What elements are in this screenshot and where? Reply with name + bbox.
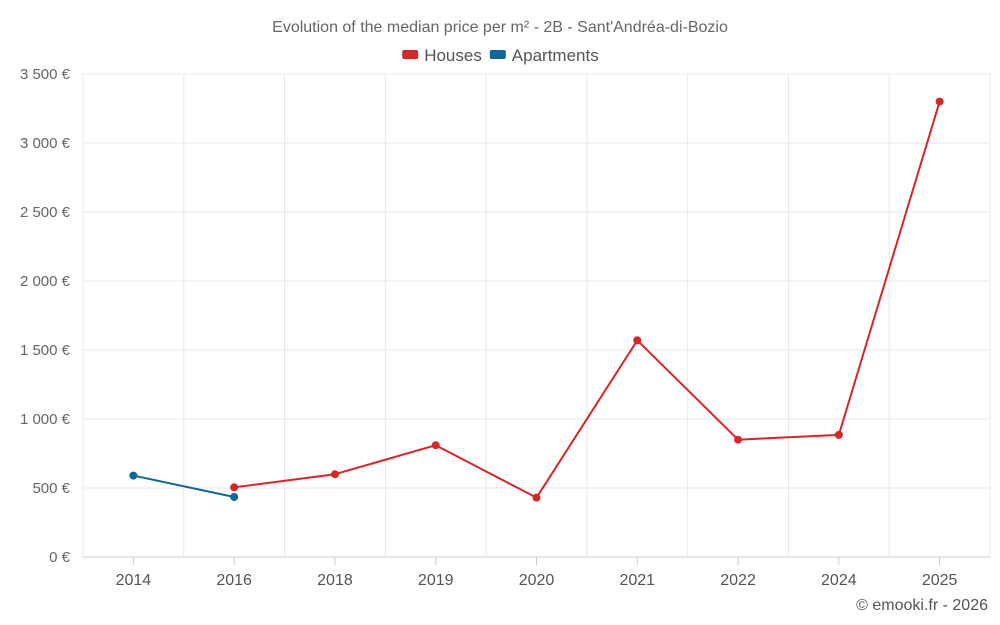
series-line-apartments (133, 474, 235, 498)
x-tick-label: 2024 (821, 572, 857, 589)
x-axis: 2014 2016 2018 2019 2020 2021 2022 2024 2025 (116, 557, 958, 589)
data-point-houses[interactable] (230, 483, 239, 492)
legend-item-houses[interactable]: Houses (402, 46, 482, 65)
legend-swatch (402, 50, 419, 59)
legend-label: Houses (424, 46, 482, 65)
legend-item-apartments[interactable]: Apartments (489, 46, 599, 65)
data-point-houses[interactable] (633, 336, 642, 345)
data-point-houses[interactable] (935, 97, 944, 106)
y-axis: 0 € 500 € 1 000 € 1 500 € 2 000 € 2 500 € 3 00… (20, 66, 71, 566)
y-tick-label: 3 500 € (20, 66, 71, 83)
data-point-houses[interactable] (834, 430, 843, 439)
x-tick-label: 2016 (216, 572, 252, 589)
y-tick-label: 2 500 € (20, 204, 71, 221)
y-tick-label: 1 000 € (20, 411, 71, 428)
x-tick-label: 2021 (619, 572, 655, 589)
series (129, 97, 944, 502)
series-apartments (129, 471, 239, 501)
x-tick-label: 2020 (519, 572, 555, 589)
y-tick-label: 2 000 € (20, 273, 71, 290)
data-point-apartments[interactable] (129, 471, 138, 480)
y-tick-label: 1 500 € (20, 342, 71, 359)
data-point-houses[interactable] (532, 493, 541, 502)
grid (82, 73, 991, 558)
data-point-apartments[interactable] (230, 492, 239, 501)
data-point-houses[interactable] (330, 470, 339, 479)
x-tick-label: 2014 (116, 572, 152, 589)
y-tick-label: 500 € (32, 480, 70, 497)
x-tick-label: 2019 (418, 572, 454, 589)
x-tick-label: 2022 (720, 572, 756, 589)
data-point-houses[interactable] (431, 441, 440, 450)
data-point-houses[interactable] (734, 435, 743, 444)
legend[interactable]: Houses Apartments (402, 46, 599, 65)
y-tick-label: 0 € (49, 549, 71, 566)
series-houses (230, 97, 944, 502)
series-line-houses (234, 101, 941, 499)
y-tick-label: 3 000 € (20, 135, 71, 152)
legend-label: Apartments (512, 46, 599, 65)
legend-swatch (489, 50, 506, 59)
credit-text: © emooki.fr - 2026 (856, 597, 988, 614)
x-tick-label: 2018 (317, 572, 353, 589)
chart-title: Evolution of the median price per m² - 2… (272, 19, 728, 36)
x-tick-label: 2025 (922, 572, 958, 589)
